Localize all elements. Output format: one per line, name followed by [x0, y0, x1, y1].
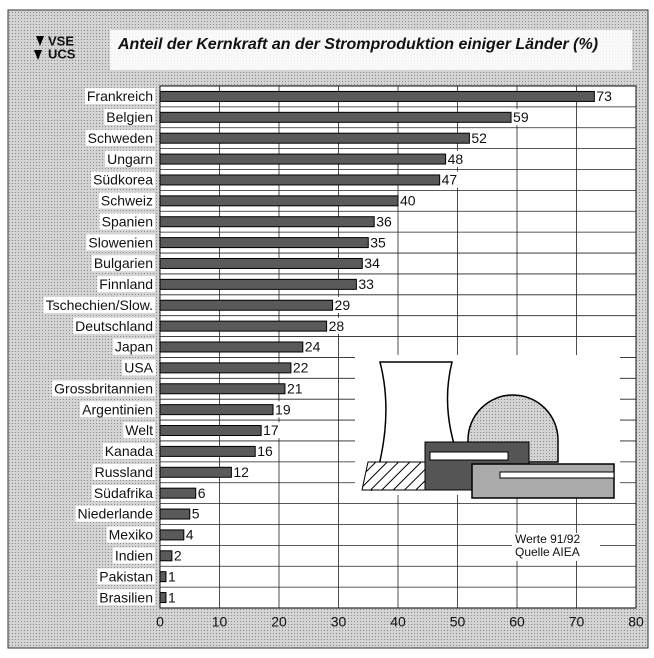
tower-base — [362, 462, 425, 490]
y-tick-label: Südafrika — [94, 485, 153, 501]
x-tick-label: 40 — [390, 614, 406, 630]
y-tick-label: Russland — [95, 464, 153, 480]
data-label: 17 — [263, 422, 279, 438]
x-tick-label: 10 — [212, 614, 228, 630]
x-tick-label: 0 — [156, 614, 164, 630]
bar — [160, 342, 303, 352]
y-tick-label: Pakistan — [99, 568, 153, 584]
bar — [160, 405, 273, 415]
y-tick-label: Japan — [115, 339, 153, 355]
bar — [160, 279, 356, 289]
bar — [160, 258, 362, 268]
data-label: 59 — [513, 109, 529, 125]
bar — [160, 363, 291, 373]
bar — [160, 446, 255, 456]
y-tick-label: Mexiko — [109, 527, 154, 543]
y-tick-label: Spanien — [102, 213, 153, 229]
bar — [160, 572, 166, 582]
y-tick-label: Slowenien — [88, 234, 153, 250]
bar — [160, 133, 469, 143]
turbine-hall — [472, 464, 614, 498]
y-tick-label: Bulgarien — [94, 255, 153, 271]
data-label: 4 — [186, 527, 194, 543]
data-label: 2 — [174, 548, 182, 564]
data-label: 28 — [329, 318, 345, 334]
y-tick-label: Frankreich — [87, 88, 153, 104]
bar — [160, 238, 368, 248]
bar — [160, 551, 172, 561]
bar — [160, 175, 440, 185]
data-label: 52 — [471, 130, 487, 146]
bar — [160, 530, 184, 540]
x-tick-label: 20 — [271, 614, 287, 630]
data-label: 22 — [293, 360, 309, 376]
y-tick-label: Deutschland — [75, 318, 153, 334]
data-label: 5 — [192, 506, 200, 522]
y-tick-label: Schweden — [88, 130, 153, 146]
bar — [160, 426, 261, 436]
bar — [160, 300, 333, 310]
bar — [160, 488, 196, 498]
y-tick-label: Kanada — [105, 443, 153, 459]
y-tick-label: Grossbritannien — [54, 380, 153, 396]
data-label: 48 — [448, 151, 464, 167]
plant-illustration — [355, 355, 620, 498]
x-tick-label: 50 — [450, 614, 466, 630]
x-tick-label: 80 — [628, 614, 644, 630]
data-label: 33 — [358, 276, 374, 292]
y-tick-label: Südkorea — [93, 172, 153, 188]
y-tick-label: Argentinien — [82, 401, 153, 417]
bar — [160, 509, 190, 519]
y-tick-label: Schweiz — [101, 193, 153, 209]
chart: Anteil der Kernkraft an der Stromprodukt… — [0, 0, 654, 653]
data-label: 40 — [400, 193, 416, 209]
y-tick-label: USA — [124, 360, 153, 376]
data-label: 34 — [364, 255, 380, 271]
data-label: 19 — [275, 401, 291, 417]
bar — [160, 467, 231, 477]
y-tick-label: Belgien — [106, 109, 153, 125]
data-label: 47 — [442, 172, 458, 188]
data-label: 21 — [287, 380, 303, 396]
data-label: 6 — [198, 485, 206, 501]
annotation: Werte 91/92 — [515, 532, 580, 546]
data-label: 73 — [596, 88, 612, 104]
y-tick-label: Welt — [125, 422, 153, 438]
bar — [160, 91, 594, 101]
y-tick-label: Niederlande — [78, 506, 154, 522]
y-tick-label: Indien — [115, 548, 153, 564]
y-tick-label: Ungarn — [107, 151, 153, 167]
bar — [160, 196, 398, 206]
bar — [160, 384, 285, 394]
data-label: 24 — [305, 339, 321, 355]
x-tick-label: 60 — [509, 614, 525, 630]
data-label: 1 — [168, 568, 176, 584]
y-tick-label: Brasilien — [99, 589, 153, 605]
chart-title: Anteil der Kernkraft an der Stromprodukt… — [117, 36, 598, 53]
y-tick-label: Finnland — [99, 276, 153, 292]
bar — [160, 217, 374, 227]
logo-line: UCS — [48, 46, 76, 61]
building-stripe — [430, 452, 508, 460]
data-label: 1 — [168, 589, 176, 605]
x-tick-label: 30 — [331, 614, 347, 630]
y-tick-label: Tschechien/Slow. — [46, 297, 153, 313]
bar — [160, 112, 511, 122]
bar — [160, 154, 446, 164]
data-label: 12 — [233, 464, 249, 480]
data-label: 35 — [370, 234, 386, 250]
x-tick-label: 70 — [569, 614, 585, 630]
bar — [160, 593, 166, 603]
annotation: Quelle AIEA — [515, 545, 580, 559]
data-label: 36 — [376, 213, 392, 229]
bar — [160, 321, 327, 331]
data-label: 16 — [257, 443, 273, 459]
data-label: 29 — [335, 297, 351, 313]
turbine-stripe — [500, 472, 614, 478]
